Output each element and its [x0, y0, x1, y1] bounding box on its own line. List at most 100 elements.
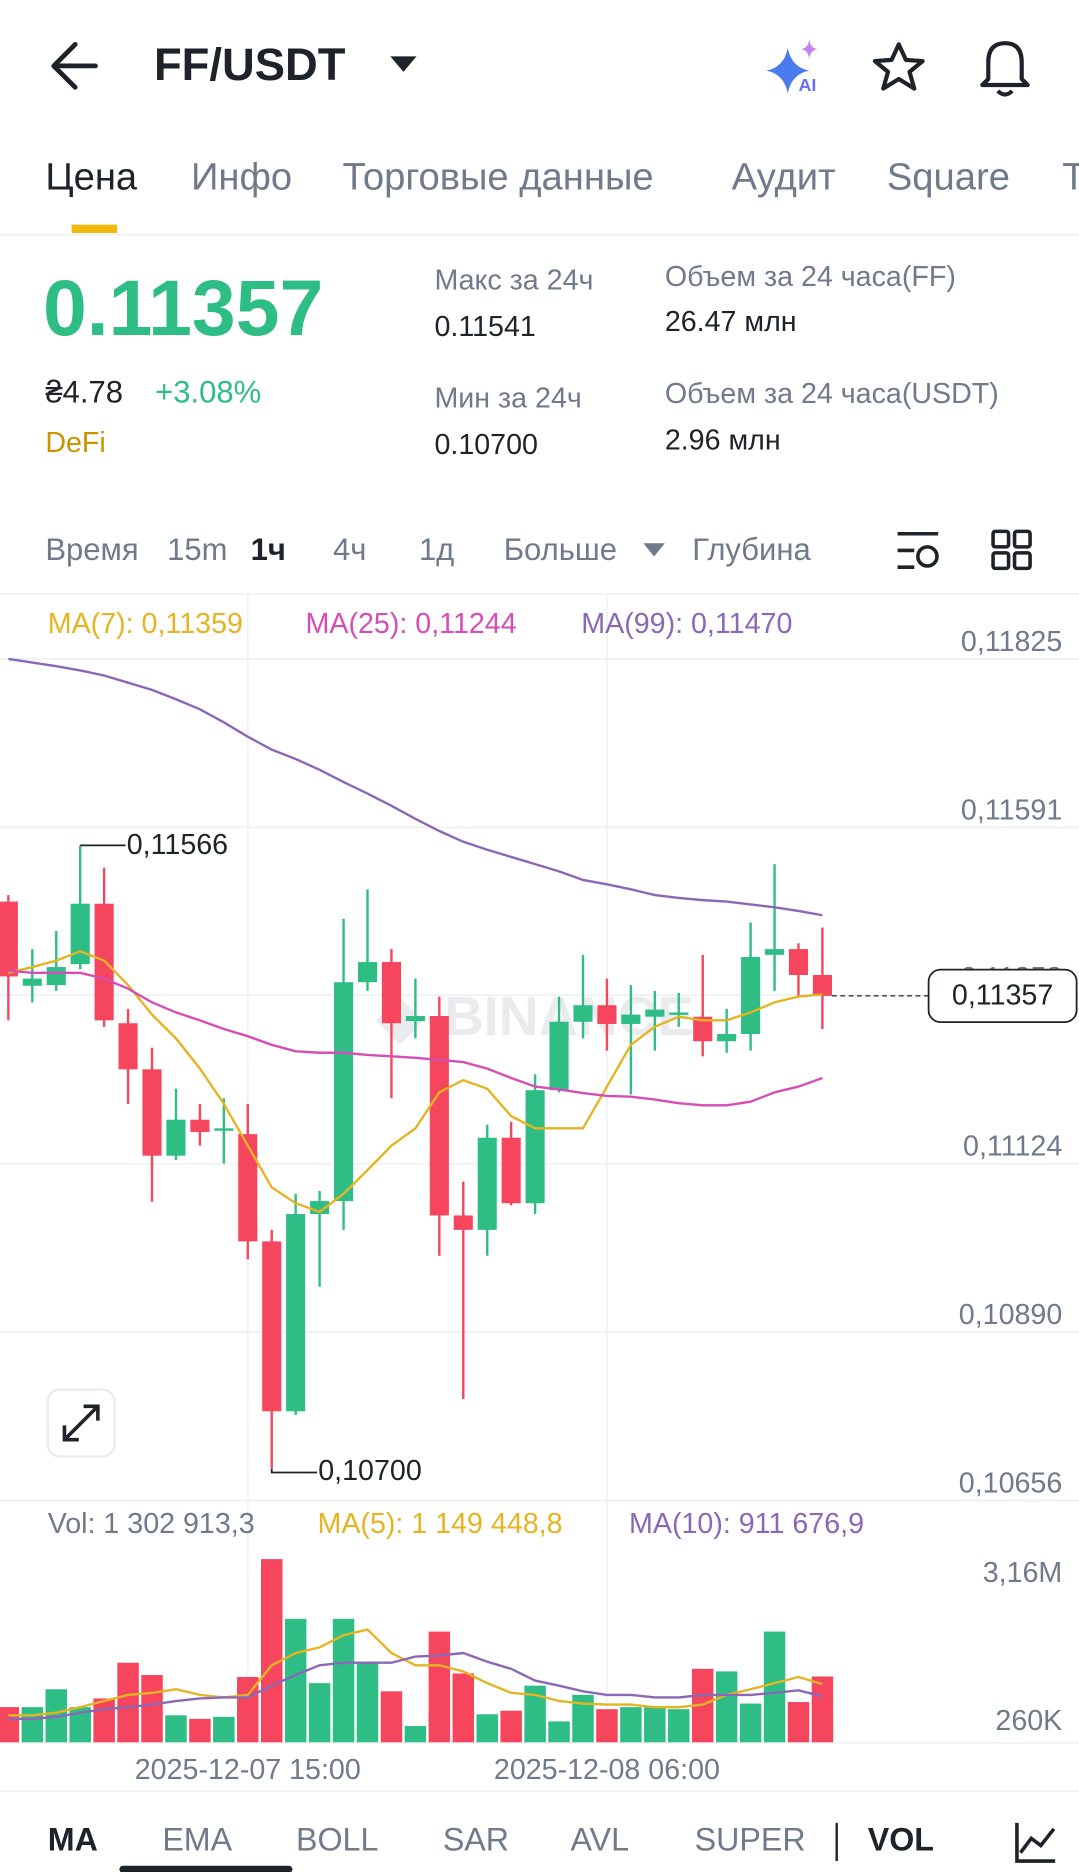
- x-tick-label: 2025-12-08 06:00: [494, 1754, 720, 1786]
- indicator-tab[interactable]: SUPER: [695, 1821, 806, 1857]
- candle-body: [621, 1014, 641, 1024]
- volume-bar: [380, 1691, 403, 1743]
- candle-body: [214, 1128, 234, 1131]
- divider: [0, 234, 1079, 236]
- volume-bar: [308, 1683, 331, 1743]
- volume-bar: [524, 1685, 546, 1743]
- x-tick-label: 2025-12-07 15:00: [135, 1754, 361, 1786]
- volume-bar: [596, 1709, 618, 1743]
- volume-bar: [620, 1707, 642, 1743]
- candle-body: [166, 1119, 186, 1156]
- volume-bar: [189, 1718, 211, 1743]
- annotation-leader: [270, 1468, 318, 1474]
- ma-line: [8, 969, 823, 1107]
- candle-body: [597, 1005, 617, 1024]
- ai-sparkle: [800, 39, 818, 59]
- volume-bar: [284, 1618, 307, 1743]
- candle-body: [741, 956, 761, 1035]
- layout-button[interactable]: [991, 529, 1032, 571]
- candle-body: [70, 903, 90, 965]
- pair-title[interactable]: FF/USDT: [154, 39, 346, 90]
- favorite-button[interactable]: [872, 42, 925, 91]
- divider: [0, 593, 1079, 595]
- pair-dropdown[interactable]: [390, 56, 417, 72]
- separator: [835, 1822, 838, 1862]
- volume-bar: [0, 1707, 20, 1743]
- tab[interactable]: Т: [1062, 155, 1079, 198]
- tab[interactable]: Square: [887, 155, 1010, 198]
- candle-body: [549, 1021, 569, 1091]
- candle-body: [573, 1005, 593, 1022]
- stat-value: 0.11541: [434, 311, 535, 343]
- more-dropdown[interactable]: [643, 543, 665, 557]
- price-change: +3.08%: [155, 374, 261, 409]
- candle-body: [357, 962, 378, 983]
- candle-body: [46, 967, 66, 986]
- volume-bar: [21, 1707, 44, 1743]
- indicator-tab[interactable]: EMA: [162, 1821, 232, 1857]
- volume-ma-legend: MA(5): 1 149 448,8: [317, 1508, 562, 1540]
- stat-label: Мин за 24ч: [434, 383, 581, 415]
- candle-body: [190, 1119, 210, 1132]
- volume-bar: [428, 1631, 451, 1743]
- back-button[interactable]: [51, 42, 98, 90]
- indicator-tab[interactable]: BOLL: [296, 1821, 378, 1857]
- chart-settings-button[interactable]: [897, 531, 939, 569]
- volume-bar: [644, 1707, 666, 1743]
- timeframe[interactable]: 4ч: [333, 532, 366, 567]
- indicator-tab[interactable]: AVL: [571, 1821, 630, 1857]
- tab[interactable]: Инфо: [191, 155, 292, 198]
- tab[interactable]: Цена: [45, 155, 138, 198]
- volume-bar: [787, 1702, 810, 1743]
- divider: [0, 1790, 1079, 1792]
- indicator-settings[interactable]: [1015, 1822, 1056, 1863]
- volume-bar: [117, 1662, 139, 1743]
- y-tick-label: 0,10890: [959, 1299, 1062, 1331]
- tab[interactable]: Торговые данные: [343, 155, 654, 198]
- stat-value: 2.96 млн: [665, 424, 781, 456]
- last-price: 0.11357: [43, 264, 323, 352]
- y-tick-label: 0,11124: [963, 1131, 1062, 1163]
- candle-body: [477, 1137, 497, 1230]
- indicator-tab[interactable]: SAR: [443, 1821, 509, 1857]
- y-tick-label: 260K: [995, 1705, 1062, 1737]
- volume-bar: [165, 1715, 187, 1743]
- sector-tag[interactable]: DeFi: [45, 427, 105, 459]
- timeframe[interactable]: 1ч: [251, 532, 286, 567]
- indicator-tab[interactable]: VOL: [868, 1821, 934, 1857]
- volume-bar: [141, 1674, 163, 1743]
- y-tick-label: 3,16M: [983, 1557, 1063, 1589]
- timeframe[interactable]: 1д: [419, 532, 454, 567]
- candle-body: [525, 1090, 545, 1204]
- stat-label: Макс за 24ч: [434, 264, 593, 296]
- candle-body: [453, 1215, 473, 1230]
- timeframe-more[interactable]: Больше: [504, 532, 617, 567]
- volume-bar: [452, 1673, 475, 1743]
- depth-tab[interactable]: Глубина: [692, 532, 811, 567]
- volume-bar: [548, 1721, 570, 1743]
- tab[interactable]: Аудит: [732, 155, 836, 198]
- ma-line: [8, 949, 823, 1214]
- candle-body: [501, 1137, 521, 1204]
- volume-bar: [763, 1631, 786, 1743]
- volume-bar: [811, 1676, 834, 1743]
- ai-icon[interactable]: [766, 47, 810, 94]
- last-price-label: 0,11357: [952, 980, 1053, 1012]
- annotation: 0,11566: [127, 829, 228, 861]
- volume-bar: [739, 1703, 762, 1743]
- candle-body: [238, 1134, 258, 1242]
- alert-button[interactable]: [980, 41, 1030, 97]
- candle-body: [764, 949, 785, 955]
- ma-legend: MA(25): 0,11244: [306, 608, 517, 640]
- ai-badge: AI: [799, 75, 817, 95]
- y-tick-label: 0,11825: [961, 626, 1062, 658]
- candle-body: [0, 901, 18, 977]
- volume-ma-line: [8, 1651, 823, 1721]
- volume-bar: [572, 1694, 594, 1743]
- indicator-tab[interactable]: MA: [48, 1821, 98, 1857]
- volume-legend: Vol: 1 302 913,3: [48, 1508, 255, 1540]
- timeframe[interactable]: 15m: [167, 532, 227, 567]
- candle-body: [788, 949, 809, 975]
